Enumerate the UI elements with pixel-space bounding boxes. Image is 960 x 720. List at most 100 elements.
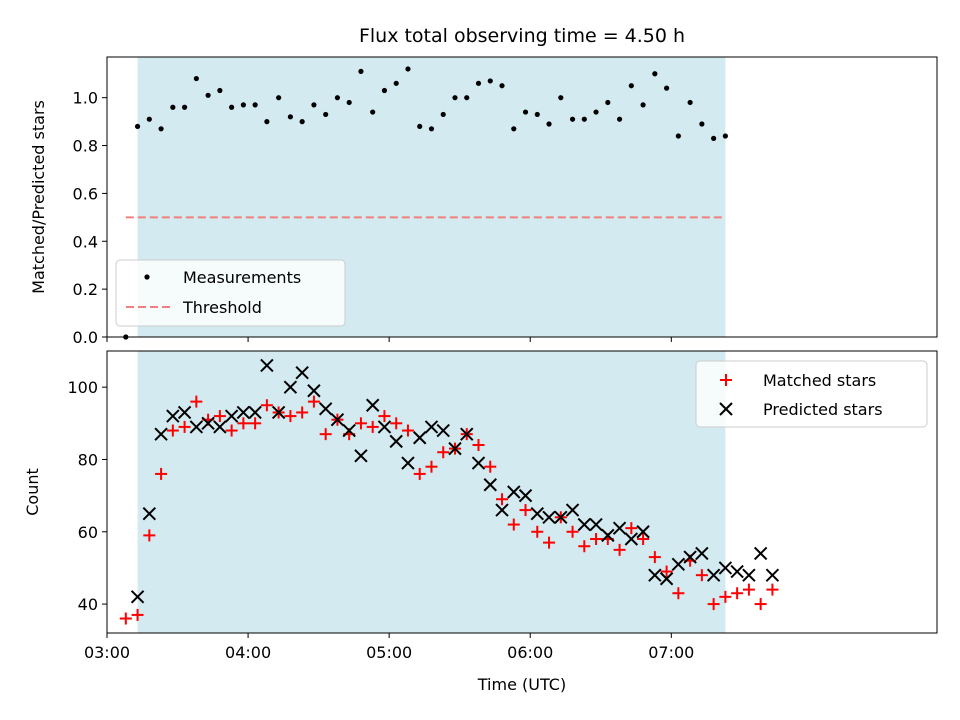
measurement-point	[393, 80, 399, 86]
matched-star-point	[648, 551, 661, 564]
predicted-star-point	[377, 420, 392, 434]
measurement-point	[616, 116, 623, 122]
matched-star-point	[119, 612, 132, 625]
matched-star-point	[249, 417, 262, 430]
matched-star-point	[354, 417, 367, 430]
bottom-y-tick-label: 40	[78, 595, 98, 614]
matched-star-point	[155, 467, 168, 480]
predicted-star-point	[577, 517, 592, 532]
chart-title: Flux total observing time = 4.50 h	[359, 25, 685, 47]
measurement-point	[652, 71, 658, 77]
measurement-point	[252, 102, 258, 108]
predicted-star-point	[413, 431, 427, 445]
predicted-star-point	[648, 568, 662, 582]
predicted-star-point	[130, 590, 145, 604]
matched-star-point	[484, 460, 497, 473]
top-y-tick-label: 0.4	[73, 232, 98, 251]
x-tick-label: 03:00	[84, 643, 130, 662]
matched-star-point	[190, 395, 203, 408]
measurement-point	[558, 95, 564, 101]
predicted-star-point	[530, 506, 544, 521]
predicted-star-point	[213, 420, 227, 434]
measurement-point	[229, 104, 235, 110]
predicted-stars-layer	[130, 358, 780, 604]
predicted-star-point	[659, 572, 674, 586]
measurement-point	[311, 102, 317, 108]
measurement-point	[640, 102, 646, 108]
predicted-star-point	[283, 380, 298, 394]
matched-stars-layer	[119, 395, 779, 625]
predicted-star-point	[730, 564, 744, 579]
matched-star-point	[742, 583, 755, 596]
matched-star-point	[613, 543, 626, 556]
top-y-tick-label: 1.0	[73, 89, 98, 108]
measurement-point	[240, 102, 246, 108]
predicted-star-point	[589, 517, 603, 532]
predicted-star-point	[307, 384, 321, 398]
predicted-star-point	[565, 503, 580, 517]
predicted-star-point	[260, 358, 274, 373]
measurement-point	[699, 121, 705, 127]
measurement-point	[405, 66, 411, 72]
matched-star-point	[401, 424, 414, 437]
measurement-point	[546, 121, 552, 127]
measurement-point	[664, 85, 670, 91]
measurement-point	[687, 99, 693, 106]
x-tick-label: 04:00	[225, 643, 271, 662]
matched-star-point	[319, 428, 332, 441]
matched-star-point	[754, 598, 767, 611]
measurement-point	[675, 133, 681, 139]
matched-star-point	[672, 587, 685, 600]
matched-star-point	[590, 533, 603, 545]
predicted-star-point	[601, 528, 615, 543]
measurement-point	[452, 95, 458, 101]
measurement-point	[628, 83, 634, 89]
measurement-point	[217, 87, 223, 94]
top-y-axis-label: Matched/Predicted stars	[29, 100, 48, 294]
predicted-star-point	[330, 412, 345, 427]
measurement-point	[593, 109, 599, 115]
predicted-star-point	[189, 420, 204, 434]
matched-star-point	[566, 525, 579, 538]
matched-star-point	[225, 424, 238, 437]
measurement-point	[334, 95, 341, 101]
top-points-layer	[123, 66, 728, 340]
measurement-point	[487, 78, 493, 84]
top-plot-frame	[106, 56, 938, 338]
matched-star-point	[143, 529, 156, 542]
matched-star-point	[519, 504, 532, 517]
matched-star-point	[131, 608, 144, 621]
measurement-point	[381, 87, 388, 94]
measurement-point	[358, 68, 364, 74]
matched-star-point	[390, 417, 403, 430]
matched-star-point	[260, 399, 273, 412]
matched-star-point	[543, 536, 556, 549]
predicted-star-point	[695, 546, 709, 561]
predicted-star-point	[342, 423, 356, 438]
bottom-legend-box	[695, 360, 928, 428]
predicted-star-point	[224, 409, 239, 423]
predicted-star-point	[236, 405, 251, 420]
matched-star-point	[637, 533, 650, 545]
predicted-star-point	[742, 568, 756, 582]
predicted-star-point	[365, 398, 380, 412]
x-axis-label: Time (UTC)	[477, 675, 566, 694]
x-tick-label: 05:00	[366, 643, 412, 662]
predicted-star-point	[671, 557, 686, 572]
measurement-point	[569, 116, 576, 122]
measurement-point	[464, 95, 470, 101]
measurement-point	[264, 119, 270, 125]
top-panel: Flux total observing time = 4.50 h 0.00.…	[29, 25, 938, 347]
measurement-point	[146, 116, 152, 122]
measurement-point	[134, 123, 141, 130]
measurement-point	[711, 135, 717, 141]
matched-star-point	[296, 406, 309, 419]
matched-star-point	[166, 424, 179, 437]
predicted-star-point	[718, 561, 733, 575]
bottom-plot-frame	[106, 350, 938, 634]
measurement-point	[522, 109, 529, 115]
top-y-tick-label: 0.2	[73, 280, 98, 299]
measurement-point	[440, 111, 446, 118]
top-legend: Measurements Threshold	[115, 259, 346, 327]
